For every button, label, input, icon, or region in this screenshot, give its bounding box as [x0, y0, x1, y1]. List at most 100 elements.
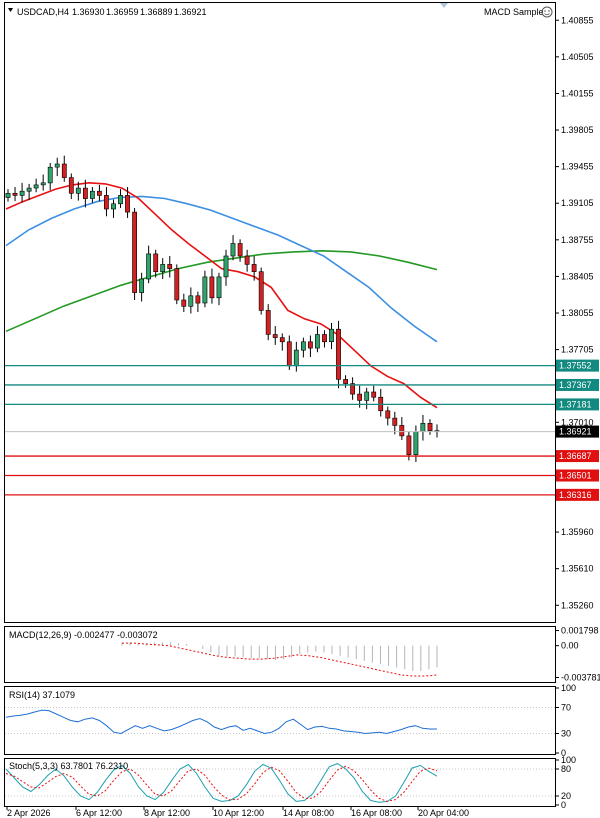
candle[interactable] [68, 177, 74, 194]
candle[interactable] [329, 328, 334, 343]
chart-header: USDCAD,H4 1.36930 1.36959 1.36889 1.3692… [8, 3, 553, 18]
candle[interactable] [216, 276, 222, 299]
macd-pane[interactable] [4, 626, 556, 683]
candle[interactable] [420, 422, 426, 432]
price-tick-label: 1.38755 [561, 235, 594, 245]
candle[interactable] [83, 187, 88, 199]
level-price-label: 1.36316 [559, 490, 592, 500]
candle[interactable] [336, 328, 341, 380]
shift-marker-icon[interactable] [440, 3, 448, 8]
price-tick-label: 1.35960 [561, 527, 594, 537]
candle[interactable] [286, 341, 292, 367]
main-pane[interactable] [4, 2, 556, 623]
candle[interactable] [300, 341, 306, 351]
price-tick-label: 1.39805 [561, 125, 594, 135]
candle[interactable] [244, 255, 250, 265]
candle[interactable] [293, 349, 299, 367]
collapse-arrow-icon[interactable] [8, 8, 13, 12]
candle[interactable] [33, 184, 39, 189]
level-price-tag [556, 359, 599, 372]
candle[interactable] [139, 278, 144, 293]
candle[interactable] [364, 391, 370, 401]
candle[interactable] [202, 276, 208, 304]
candle[interactable] [97, 190, 102, 196]
expert-name: MACD Sample [484, 7, 544, 17]
candle[interactable] [385, 410, 391, 419]
time-tick-label: 2 Apr 2026 [7, 808, 51, 818]
candle[interactable] [167, 264, 173, 269]
candle[interactable] [258, 271, 264, 311]
candle[interactable] [251, 264, 257, 272]
candle[interactable] [125, 195, 130, 213]
candle[interactable] [61, 163, 67, 178]
rsi-tick-label: 100 [561, 683, 576, 693]
price-tick-label: 1.38405 [561, 271, 594, 281]
rsi-tick-label: 0 [561, 748, 566, 758]
candle[interactable] [223, 255, 229, 278]
macd-tick-label: 0.001798 [561, 626, 599, 636]
candle[interactable] [90, 190, 95, 199]
candle[interactable] [146, 253, 151, 280]
candle[interactable] [12, 193, 18, 196]
candle[interactable] [314, 334, 320, 349]
candle[interactable] [111, 203, 116, 210]
candle[interactable] [47, 166, 53, 184]
level-price-tag [556, 398, 599, 411]
macd-tick-label: 0.00 [561, 641, 579, 651]
stoch-tick-label: 0 [561, 800, 566, 810]
candle[interactable] [322, 334, 327, 343]
candle[interactable] [357, 393, 362, 401]
candle[interactable] [181, 299, 187, 307]
candle[interactable] [26, 187, 32, 192]
candle[interactable] [272, 334, 278, 338]
symbol-header: USDCAD,H4 [17, 7, 69, 17]
candle[interactable] [237, 243, 243, 257]
rsi-pane[interactable] [4, 686, 556, 755]
rsi-tick-label: 70 [561, 703, 571, 713]
candle[interactable] [343, 379, 348, 384]
candle[interactable] [54, 163, 60, 168]
candle[interactable] [307, 341, 313, 349]
price-tick-label: 1.35610 [561, 564, 594, 574]
current-price-tag [556, 425, 599, 438]
candle[interactable] [279, 337, 285, 343]
candle[interactable] [399, 425, 405, 437]
candle[interactable] [75, 187, 81, 194]
candle[interactable] [5, 193, 11, 198]
candle[interactable] [371, 391, 377, 398]
time-tick-label: 20 Apr 04:00 [418, 808, 469, 818]
candle[interactable] [160, 264, 166, 272]
candle[interactable] [174, 268, 180, 301]
level-price-tag [556, 488, 599, 501]
stoch-pane[interactable] [4, 758, 556, 807]
candle[interactable] [19, 190, 25, 196]
candle[interactable] [230, 243, 236, 257]
candle[interactable] [132, 211, 137, 293]
ohlc-low: 1.36889 [140, 7, 173, 17]
price-tick-label: 1.39455 [561, 162, 594, 172]
candle[interactable] [40, 182, 46, 186]
candle[interactable] [118, 195, 123, 205]
candle[interactable] [104, 195, 109, 210]
candle[interactable] [209, 276, 215, 299]
rsi-tick-label: 30 [561, 729, 571, 739]
level-price-tag [556, 469, 599, 482]
candle[interactable] [153, 253, 159, 272]
ma-mid-line [5, 195, 438, 343]
rsi-label: RSI(14) 37.1079 [9, 690, 75, 700]
smiley-icon[interactable] [541, 6, 553, 18]
candle[interactable] [392, 417, 398, 426]
time-tick-label: 16 Apr 08:00 [351, 808, 402, 818]
candle[interactable] [413, 431, 419, 456]
level-price-tag [556, 450, 599, 463]
candle[interactable] [427, 422, 433, 431]
macd-label: MACD(12,26,9) -0.002477 -0.003072 [9, 630, 158, 640]
candle[interactable] [406, 435, 412, 455]
candle[interactable] [188, 295, 194, 307]
candle[interactable] [350, 383, 355, 395]
candle[interactable] [195, 295, 201, 304]
level-price-label: 1.37367 [559, 380, 592, 390]
ma-slow-line [5, 249, 438, 333]
candle[interactable] [265, 310, 271, 335]
